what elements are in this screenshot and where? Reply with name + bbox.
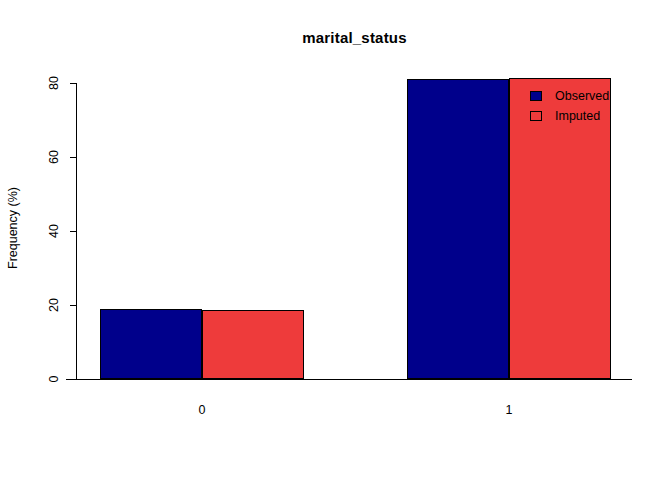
- chart-title: marital_status: [77, 29, 632, 46]
- y-tick-label: 20: [47, 298, 61, 312]
- y-tick-mark: [70, 157, 77, 158]
- y-tick-label: 80: [47, 76, 61, 90]
- y-tick-label: 60: [47, 150, 61, 164]
- legend: Observed Imputed: [530, 86, 609, 126]
- legend-label: Imputed: [555, 109, 600, 123]
- y-tick-label: 40: [47, 224, 61, 238]
- bar-observed-category-1: [407, 79, 509, 379]
- x-axis-label-1: 1: [506, 403, 513, 417]
- legend-row-observed: Observed: [530, 86, 609, 106]
- x-axis-label-0: 0: [199, 403, 206, 417]
- y-tick-mark: [70, 83, 77, 84]
- bar-imputed-category-0: [202, 310, 304, 379]
- y-tick-mark: [70, 305, 77, 306]
- legend-swatch-observed: [530, 91, 542, 101]
- bar-chart-figure: marital_status Frequency (%) 0 20 40 60 80 0…: [0, 0, 672, 480]
- bar-observed-category-0: [100, 309, 202, 379]
- y-axis-line: [76, 83, 77, 380]
- legend-swatch-imputed: [530, 111, 542, 121]
- y-tick-label: 0: [47, 376, 61, 383]
- legend-row-imputed: Imputed: [530, 106, 609, 126]
- y-axis-label: Frequency (%): [6, 187, 20, 269]
- x-axis-line: [66, 379, 632, 380]
- y-tick-mark: [70, 379, 77, 380]
- y-tick-mark: [70, 231, 77, 232]
- legend-label: Observed: [555, 89, 609, 103]
